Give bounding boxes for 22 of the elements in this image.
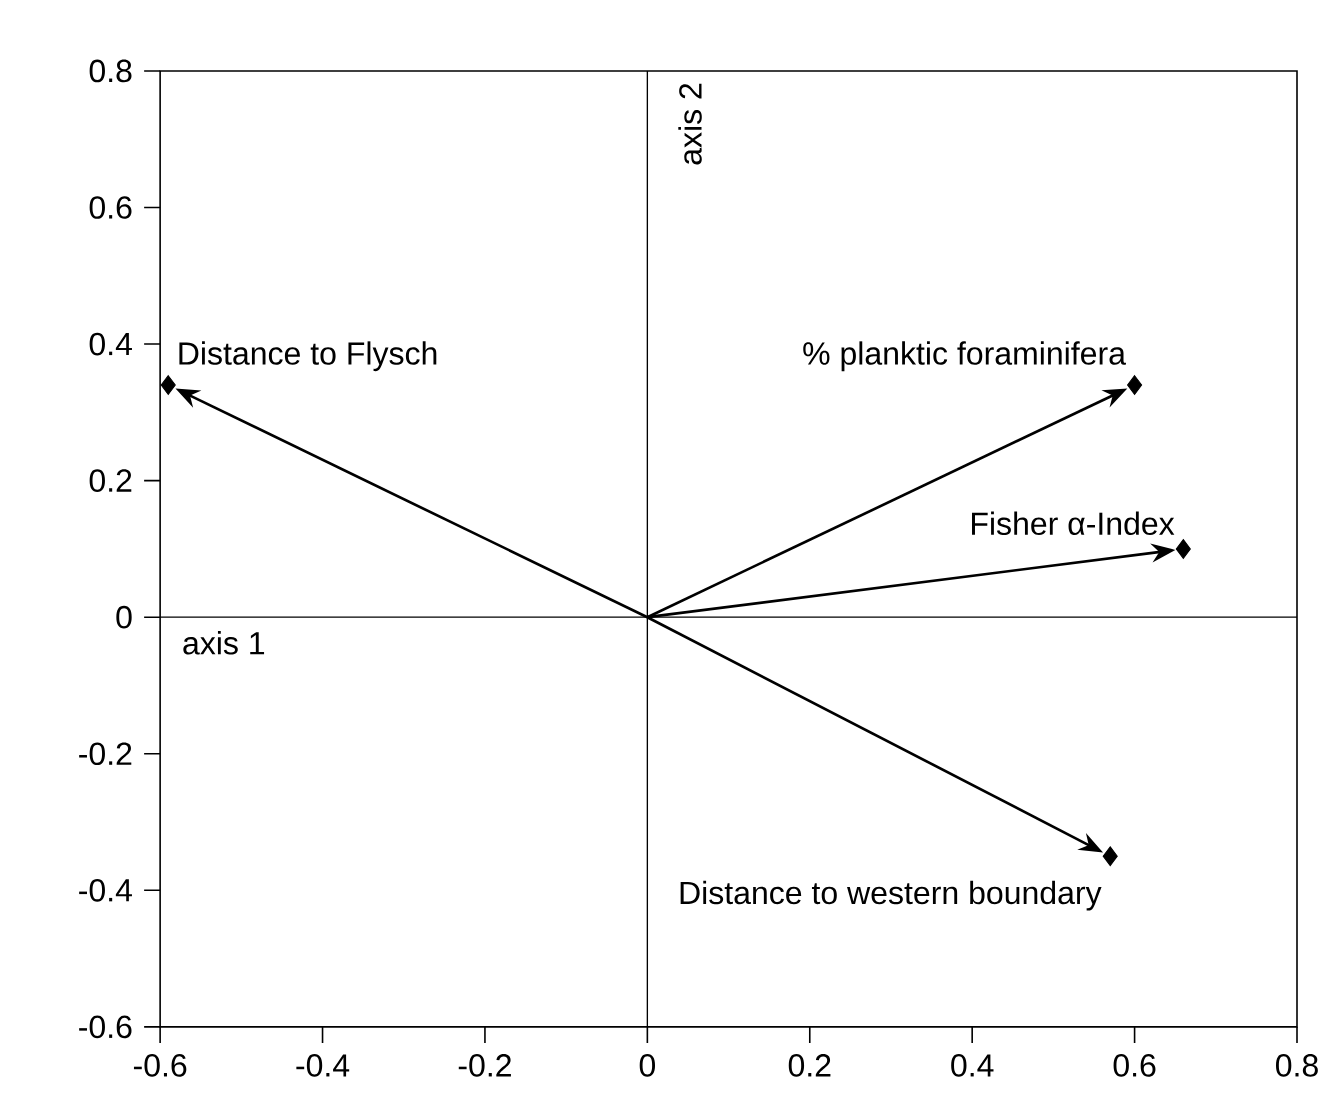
y-tick-label: 0 — [116, 605, 132, 629]
y-tick-label: 0.2 — [89, 469, 132, 493]
x-tick-label: -0.2 — [458, 1054, 511, 1077]
x-tick-label: 0.2 — [788, 1054, 831, 1077]
annotation: Distance to Flysch — [179, 341, 437, 372]
y-tick-label: -0.2 — [79, 742, 132, 766]
x-tick-label: -0.4 — [296, 1054, 350, 1077]
y-tick-label: -0.4 — [79, 879, 132, 902]
y-tick-label: 0.8 — [89, 59, 132, 83]
x-tick-label: -0.6 — [133, 1054, 187, 1077]
y-tick-label: -0.6 — [79, 1015, 132, 1039]
x-tick-label: 0 — [639, 1054, 656, 1077]
annotation: Fisher α-Index — [972, 511, 1175, 536]
annotation: % planktic foraminifera — [803, 341, 1126, 372]
annotation: Distance to western boundary — [680, 880, 1102, 911]
x-tick-label: 0.6 — [1113, 1054, 1156, 1077]
ref-line-label: axis 1 — [183, 631, 265, 655]
y-tick-label: 0.4 — [89, 332, 132, 356]
y-tick-label: 0.6 — [89, 196, 132, 219]
ref-line-label: axis 2 — [678, 83, 702, 165]
x-tick-label: 0.4 — [951, 1054, 994, 1077]
x-tick-label: 0.8 — [1275, 1054, 1318, 1077]
